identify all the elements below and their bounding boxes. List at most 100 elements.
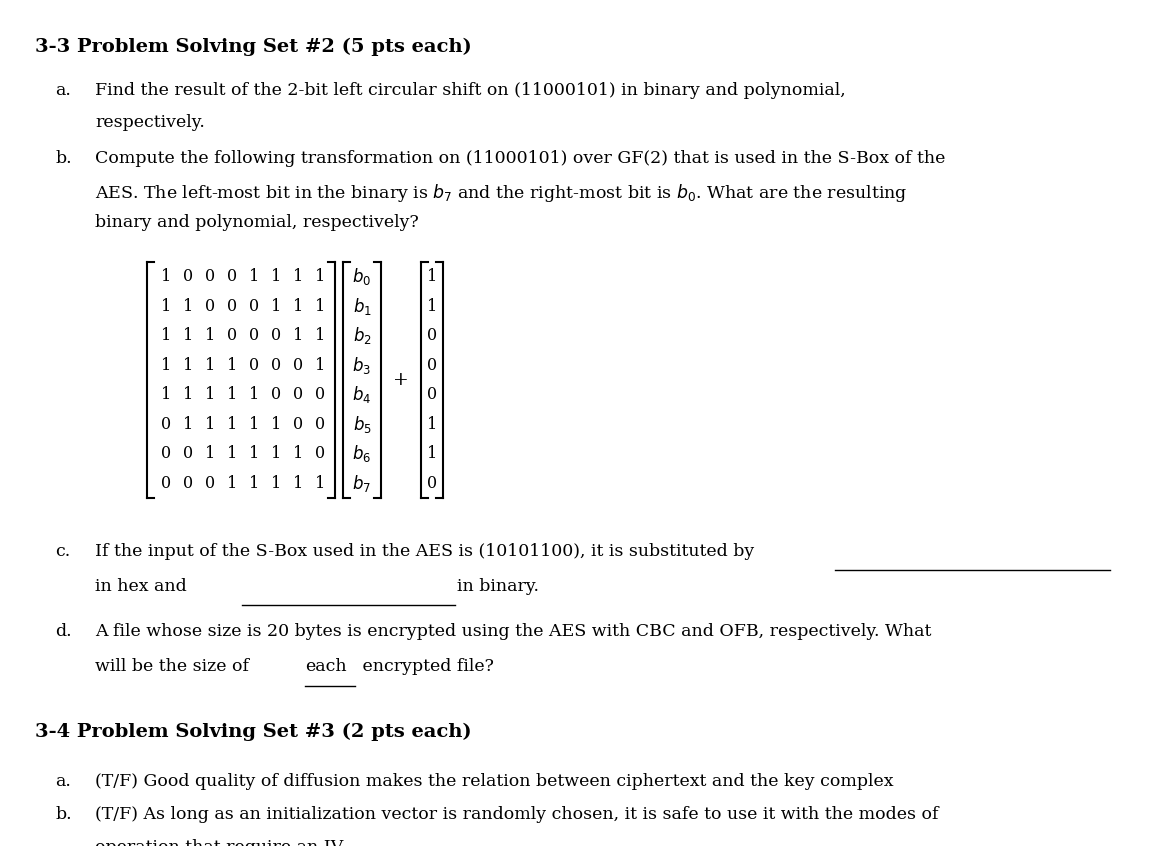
Text: 1: 1 (183, 298, 193, 315)
Text: 1: 1 (249, 415, 260, 433)
Text: 1: 1 (293, 445, 303, 462)
Text: b.: b. (55, 806, 71, 823)
Text: A file whose size is 20 bytes is encrypted using the AES with CBC and OFB, respe: A file whose size is 20 bytes is encrypt… (95, 623, 932, 640)
Text: 1: 1 (315, 327, 325, 344)
Text: 1: 1 (161, 327, 171, 344)
Text: 0: 0 (183, 445, 193, 462)
Text: 0: 0 (228, 327, 237, 344)
Text: d.: d. (55, 623, 71, 640)
Text: each: each (304, 658, 347, 675)
Text: 0: 0 (205, 475, 215, 492)
Text: 1: 1 (161, 387, 171, 404)
Text: 0: 0 (427, 387, 437, 404)
Text: 1: 1 (315, 298, 325, 315)
Text: 3-4 Problem Solving Set #3 (2 pts each): 3-4 Problem Solving Set #3 (2 pts each) (34, 723, 471, 741)
Text: 1: 1 (271, 415, 282, 433)
Text: 0: 0 (293, 387, 303, 404)
Text: 1: 1 (315, 475, 325, 492)
Text: $b_7$: $b_7$ (353, 473, 371, 494)
Text: 1: 1 (293, 327, 303, 344)
Text: 0: 0 (315, 387, 325, 404)
Text: 1: 1 (427, 298, 437, 315)
Text: 1: 1 (205, 415, 215, 433)
Text: 1: 1 (226, 415, 237, 433)
Text: Compute the following transformation on (11000101) over GF(2) that is used in th: Compute the following transformation on … (95, 150, 946, 167)
Text: +: + (393, 371, 409, 389)
Text: 1: 1 (161, 268, 171, 285)
Text: 0: 0 (249, 298, 259, 315)
Text: 1: 1 (226, 445, 237, 462)
Text: AES. The left-most bit in the binary is $b_7$ and the right-most bit is $b_0$. W: AES. The left-most bit in the binary is … (95, 182, 908, 204)
Text: a.: a. (55, 82, 71, 99)
Text: $b_3$: $b_3$ (353, 354, 371, 376)
Text: 1: 1 (271, 475, 282, 492)
Text: 1: 1 (427, 415, 437, 433)
Text: 1: 1 (293, 298, 303, 315)
Text: 1: 1 (205, 327, 215, 344)
Text: c.: c. (55, 543, 70, 560)
Text: 1: 1 (427, 445, 437, 462)
Text: Find the result of the 2-bit left circular shift on (11000101) in binary and pol: Find the result of the 2-bit left circul… (95, 82, 846, 99)
Text: operation that require an IV.: operation that require an IV. (95, 839, 346, 846)
Text: 0: 0 (205, 268, 215, 285)
Text: 0: 0 (315, 415, 325, 433)
Text: $b_4$: $b_4$ (353, 384, 371, 405)
Text: 0: 0 (271, 387, 282, 404)
Text: 0: 0 (271, 327, 282, 344)
Text: 0: 0 (161, 475, 171, 492)
Text: 0: 0 (427, 357, 437, 374)
Text: 1: 1 (315, 357, 325, 374)
Text: in hex and: in hex and (95, 578, 187, 595)
Text: respectively.: respectively. (95, 114, 205, 131)
Text: 1: 1 (226, 475, 237, 492)
Text: $b_5$: $b_5$ (353, 414, 371, 435)
Text: 1: 1 (271, 268, 282, 285)
Text: 1: 1 (205, 387, 215, 404)
Text: 0: 0 (161, 445, 171, 462)
Text: 1: 1 (271, 445, 282, 462)
Text: 0: 0 (228, 268, 237, 285)
Text: 0: 0 (249, 327, 259, 344)
Text: 0: 0 (249, 357, 259, 374)
Text: in binary.: in binary. (457, 578, 539, 595)
Text: 1: 1 (249, 475, 260, 492)
Text: 1: 1 (183, 415, 193, 433)
Text: 1: 1 (427, 268, 437, 285)
Text: 0: 0 (293, 415, 303, 433)
Text: 0: 0 (427, 475, 437, 492)
Text: 0: 0 (315, 445, 325, 462)
Text: 1: 1 (249, 387, 260, 404)
Text: 1: 1 (293, 268, 303, 285)
Text: 1: 1 (226, 387, 237, 404)
Text: 1: 1 (205, 357, 215, 374)
Text: (T/F) Good quality of diffusion makes the relation between ciphertext and the ke: (T/F) Good quality of diffusion makes th… (95, 773, 894, 790)
Text: 1: 1 (226, 357, 237, 374)
Text: a.: a. (55, 773, 71, 790)
Text: 0: 0 (183, 268, 193, 285)
Text: $b_2$: $b_2$ (353, 325, 371, 346)
Text: 1: 1 (161, 298, 171, 315)
Text: (T/F) As long as an initialization vector is randomly chosen, it is safe to use : (T/F) As long as an initialization vecto… (95, 806, 939, 823)
Text: 1: 1 (205, 445, 215, 462)
Text: 0: 0 (427, 327, 437, 344)
Text: binary and polynomial, respectively?: binary and polynomial, respectively? (95, 214, 418, 231)
Text: 0: 0 (183, 475, 193, 492)
Text: 1: 1 (293, 475, 303, 492)
Text: 1: 1 (183, 327, 193, 344)
Text: 0: 0 (293, 357, 303, 374)
Text: 1: 1 (183, 387, 193, 404)
Text: 1: 1 (249, 268, 260, 285)
Text: encrypted file?: encrypted file? (357, 658, 494, 675)
Text: $b_6$: $b_6$ (353, 443, 371, 464)
Text: 0: 0 (271, 357, 282, 374)
Text: 1: 1 (183, 357, 193, 374)
Text: If the input of the S-Box used in the AES is (10101100), it is substituted by: If the input of the S-Box used in the AE… (95, 543, 754, 560)
Text: b.: b. (55, 150, 71, 167)
Text: will be the size of: will be the size of (95, 658, 254, 675)
Text: $b_0$: $b_0$ (353, 266, 371, 288)
Text: $b_1$: $b_1$ (353, 296, 371, 316)
Text: 1: 1 (315, 268, 325, 285)
Text: 1: 1 (271, 298, 282, 315)
Text: 0: 0 (228, 298, 237, 315)
Text: 1: 1 (161, 357, 171, 374)
